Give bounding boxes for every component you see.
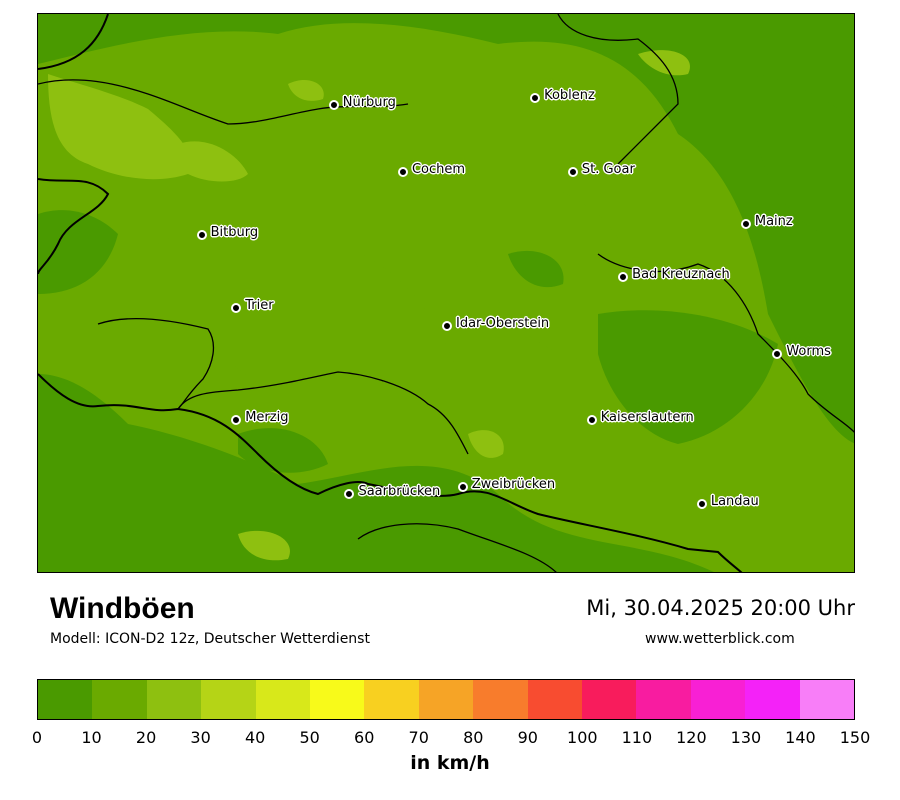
legend-tick-labels: 0 10 20 30 40 50 60 70 80 90 100 110 120 130 140 150 — [32, 728, 870, 748]
legend-color-segment — [527, 680, 583, 719]
forecast-datetime: Mi, 30.04.2025 20:00 Uhr — [586, 596, 855, 620]
city-dot-icon — [344, 488, 355, 499]
legend-tick-label: 30 — [190, 728, 211, 747]
legend-color-segment — [690, 680, 746, 719]
city-label: Cochem — [411, 161, 466, 177]
gust-20-30-areas — [48, 50, 690, 561]
city-label: Merzig — [245, 410, 289, 425]
city-label: Bad Kreuznach — [632, 266, 730, 282]
city-label: Kaiserslautern — [600, 410, 694, 425]
city-label: Koblenz — [544, 88, 595, 103]
legend-tick-label: 20 — [135, 728, 157, 747]
legend-unit: in km/h — [410, 752, 490, 774]
city-label: Mainz — [754, 214, 793, 229]
city-label: Saarbrücken — [358, 483, 441, 499]
legend-tick-label: 150 — [839, 728, 871, 747]
city-dot-icon — [397, 166, 408, 177]
state-border-saarland — [177, 371, 469, 455]
legend-tick-label: 50 — [299, 728, 320, 747]
city-dot-icon — [231, 303, 242, 313]
state-border-north — [38, 79, 409, 125]
legend-color-segment — [255, 680, 311, 719]
legend-tick-label: 90 — [517, 728, 538, 747]
legend-color-segment — [799, 680, 855, 719]
website-link[interactable]: www.wetterblick.com — [645, 631, 795, 647]
state-border-south — [357, 523, 557, 572]
city-label: Trier — [245, 298, 274, 313]
legend-tick-label: 120 — [676, 728, 707, 747]
gust-0-10-areas — [38, 74, 854, 572]
city-dot-icon — [328, 100, 339, 110]
city-dot-icon — [567, 166, 578, 177]
state-border-east — [557, 14, 854, 433]
wind-gust-map: Nürburg Koblenz Cochem St. Goar Bitburg Mainz… — [37, 13, 855, 573]
city-dot-icon — [772, 348, 783, 359]
national-border-west — [38, 14, 743, 572]
legend-color-segment — [473, 680, 528, 719]
city-label: St. Goar — [581, 161, 635, 177]
city-dot-icon — [196, 229, 207, 240]
legend-color-segment — [92, 680, 147, 719]
legend-tick-label: 110 — [621, 728, 653, 747]
legend-tick-label: 0 — [31, 728, 43, 747]
legend-color-segment — [418, 680, 474, 719]
legend-color-segment — [582, 680, 637, 719]
city-label: Nürburg — [342, 95, 396, 110]
city-dot-icon — [586, 415, 597, 425]
legend-tick-label: 80 — [463, 728, 484, 747]
city-dot-icon — [696, 499, 707, 509]
model-subtitle: Modell: ICON-D2 12z, Deutscher Wetterdie… — [50, 631, 370, 647]
legend-color-segment — [310, 680, 365, 719]
map-graphics — [38, 14, 854, 572]
legend-tick-label: 130 — [730, 728, 762, 747]
legend-tick-label: 100 — [567, 728, 598, 747]
city-dot-icon — [442, 320, 452, 331]
legend-color-segment — [146, 680, 202, 719]
map-title: Windböen — [50, 592, 195, 625]
legend-color-segment — [201, 680, 256, 719]
city-dot-icon — [618, 271, 629, 282]
legend-tick-label: 40 — [244, 728, 266, 747]
city-dot-icon — [740, 219, 751, 229]
city-label: Landau — [710, 494, 759, 509]
legend-color-segment — [745, 680, 800, 719]
city-label: Idar-Oberstein — [456, 315, 550, 331]
legend-color-segment — [364, 680, 419, 719]
legend-tick-label: 10 — [81, 728, 102, 747]
state-border-luxembourg — [97, 317, 215, 410]
borders — [38, 14, 854, 572]
legend-tick-label: 140 — [785, 728, 816, 747]
color-legend-bar — [37, 679, 855, 720]
legend-color-segment — [636, 680, 691, 719]
legend-tick-label: 70 — [408, 728, 429, 747]
city-dot-icon — [231, 415, 242, 425]
legend-tick-label: 60 — [354, 728, 375, 747]
city-dot-icon — [530, 93, 541, 103]
city-label: Bitburg — [210, 224, 259, 240]
city-dot-icon — [457, 481, 468, 492]
city-label: Worms — [786, 343, 831, 359]
city-label: Zweibrücken — [471, 476, 556, 492]
legend-color-segment — [38, 680, 93, 719]
